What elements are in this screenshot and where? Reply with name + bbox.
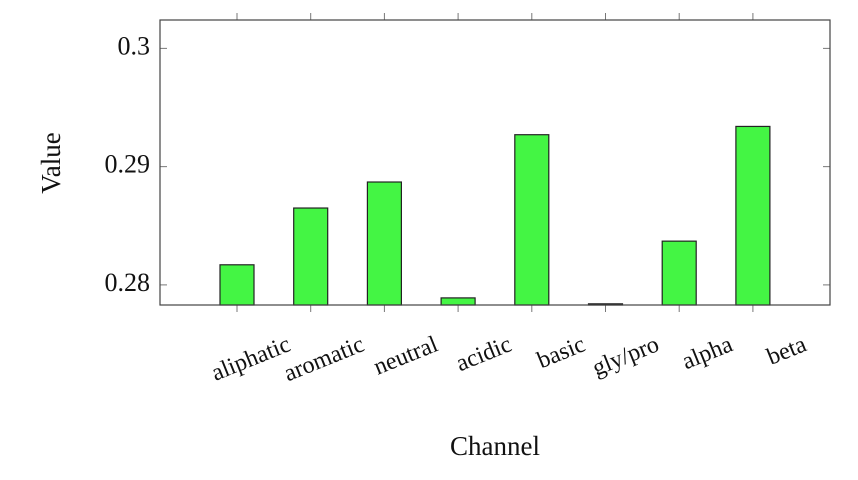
y-tick-label: 0.3: [118, 31, 151, 60]
x-tick-label: acidic: [452, 331, 515, 377]
x-axis-label: Channel: [450, 431, 540, 461]
bar: [219, 264, 255, 306]
bar: [366, 181, 402, 306]
x-tick-label: beta: [763, 331, 810, 370]
x-tick-label: gly/pro: [589, 331, 663, 381]
bar: [735, 125, 771, 306]
bar: [440, 297, 476, 306]
y-tick-label: 0.28: [105, 268, 151, 297]
x-tick-label: basic: [534, 331, 589, 374]
plot-frame: [159, 19, 831, 306]
y-tick-label: 0.29: [105, 150, 151, 179]
bar: [514, 134, 550, 306]
x-tick-label: aromatic: [280, 331, 368, 387]
x-tick-label: aliphatic: [208, 331, 294, 386]
bar: [661, 240, 697, 306]
x-tick-label: neutral: [370, 331, 442, 380]
y-axis-label: Value: [36, 132, 66, 193]
bar: [293, 207, 329, 306]
x-tick-label: alpha: [679, 331, 737, 375]
